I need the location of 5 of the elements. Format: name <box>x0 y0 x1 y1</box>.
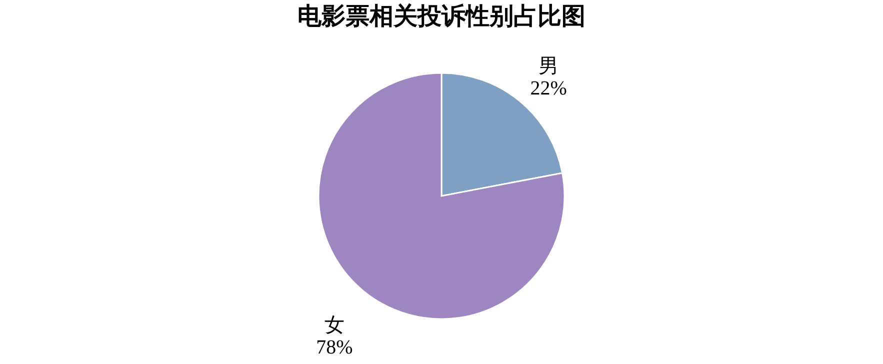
slice-label: 男 <box>538 56 559 78</box>
chart-title: 电影票相关投诉性别占比图 <box>298 3 586 30</box>
data-label: 78% <box>316 336 353 358</box>
slice-label: 女 <box>324 314 344 336</box>
data-label: 22% <box>530 78 567 100</box>
